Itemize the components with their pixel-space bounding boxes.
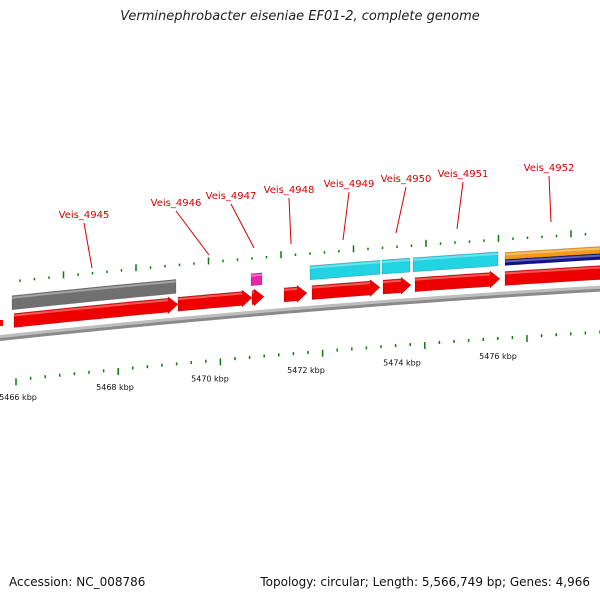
- gene-label: Veis_4952: [524, 163, 575, 174]
- feature-magenta-veis-4947: [250, 272, 263, 287]
- feature-gray-veis-4945: [11, 279, 177, 311]
- gene-leader-line: [288, 197, 292, 245]
- cds-veis-4948: [283, 284, 308, 304]
- gene-leader-line: [456, 181, 464, 230]
- feature-gray-veis-4945-highlight: [11, 280, 177, 299]
- gene-label: Veis_4949: [324, 179, 375, 190]
- feature-orange-veis-4952-highlight: [504, 247, 600, 256]
- cds-veis-4950: [382, 276, 412, 295]
- kbp-label: 5466 kbp: [0, 393, 37, 402]
- kbp-label: 5474 kbp: [383, 359, 421, 368]
- kbp-label: 5470 kbp: [191, 374, 229, 383]
- cds-veis-4951: [414, 270, 501, 293]
- backbone-upper: [0, 285, 600, 338]
- cds-veis-4952-highlight: [504, 266, 600, 275]
- cds-veis-4947: [251, 288, 265, 307]
- kbp-label: 5472 kbp: [287, 366, 325, 375]
- cds-veis-4946-highlight: [177, 292, 243, 301]
- gene-leader-line: [395, 186, 407, 234]
- feature-cyan-veis-4951: [412, 251, 499, 273]
- cds-veis-4950-highlight: [382, 279, 402, 284]
- gene-label: Veis_4946: [151, 198, 202, 209]
- feature-cyan-veis-4949: [309, 259, 381, 281]
- kbp-label: 5468 kbp: [96, 383, 134, 392]
- cds-veis-4946: [177, 289, 253, 312]
- cds-veis-4945: [13, 296, 179, 328]
- gene-leader-line: [230, 203, 255, 249]
- accession-text: Accession: NC_008786: [9, 575, 146, 589]
- cds-veis-4949: [311, 278, 381, 300]
- gene-label: Veis_4951: [438, 169, 489, 180]
- gene-label: Veis_4947: [206, 191, 257, 202]
- gene-leader-line: [83, 222, 93, 269]
- gene-label: Veis_4948: [264, 185, 315, 196]
- gene-label: Veis_4950: [381, 174, 432, 185]
- feature-orange-veis-4952: [504, 246, 600, 260]
- cds-veis-4945-highlight: [13, 299, 169, 317]
- feature-magenta-veis-4947-highlight: [250, 273, 263, 277]
- backbone-lower: [0, 288, 600, 341]
- gene-label: Veis_4945: [59, 210, 110, 221]
- feature-cyan-veis-4950: [381, 257, 411, 275]
- feature-navy-veis-4952-highlight: [504, 254, 600, 263]
- map-title: Verminephrobacter eiseniae EF01-2, compl…: [120, 9, 480, 24]
- gene-leader-line: [175, 210, 210, 256]
- gene-leader-line: [548, 175, 552, 223]
- cds-veis-4951-highlight: [414, 273, 491, 281]
- feature-cyan-veis-4951-highlight: [412, 252, 499, 261]
- feature-cyan-veis-4950-highlight: [381, 259, 411, 264]
- gene-leader-line: [342, 191, 350, 241]
- genome-summary-text: Topology: circular; Length: 5,566,749 bp…: [260, 575, 590, 589]
- cds-veis-4949-highlight: [311, 282, 371, 289]
- cds-veis-4952: [504, 265, 600, 286]
- feature-cyan-veis-4949-highlight: [309, 261, 381, 269]
- kbp-label: 5476 kbp: [479, 352, 517, 361]
- cds-partial-left: [0, 320, 3, 326]
- cds-veis-4948-highlight: [283, 287, 298, 291]
